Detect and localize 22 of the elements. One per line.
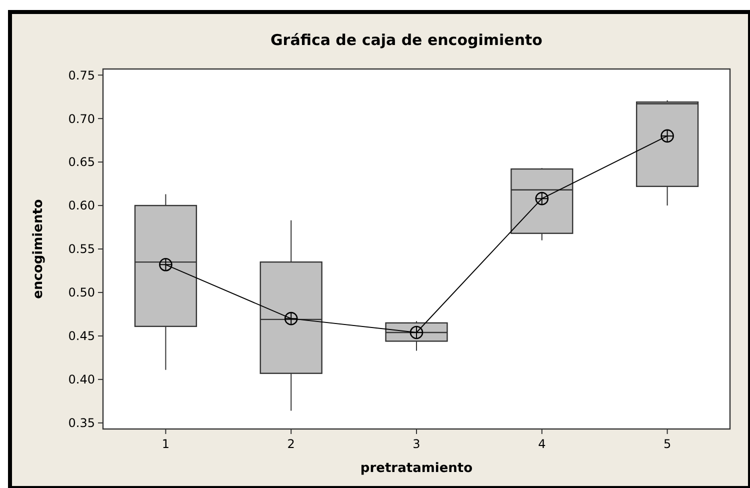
y-axis-title: encogimiento xyxy=(31,199,46,299)
point xyxy=(535,192,549,206)
x-axis-title: pretratamiento xyxy=(360,461,473,476)
y-tick-label: 0.45 xyxy=(68,329,95,344)
x-tick-label: 3 xyxy=(412,437,420,451)
y-tick-label: 0.70 xyxy=(68,112,95,126)
y-tick-label: 0.65 xyxy=(68,155,95,170)
point xyxy=(159,258,172,272)
x-tick-label: 2 xyxy=(287,437,295,451)
y-tick-label: 0.55 xyxy=(68,242,95,256)
y-tick-label: 0.60 xyxy=(68,198,95,213)
point xyxy=(660,129,674,143)
chart-title: Gráfica de caja de encogimiento xyxy=(270,31,542,49)
y-tick-label: 0.35 xyxy=(68,416,95,430)
point xyxy=(410,326,424,340)
y-tick-label: 0.50 xyxy=(68,286,95,300)
point xyxy=(284,312,298,326)
x-tick-label: 5 xyxy=(663,437,672,451)
x-tick-label: 4 xyxy=(538,437,546,451)
y-tick-label: 0.40 xyxy=(68,372,95,387)
x-tick-label: 1 xyxy=(162,437,170,451)
y-tick-label: 0.75 xyxy=(68,68,95,82)
